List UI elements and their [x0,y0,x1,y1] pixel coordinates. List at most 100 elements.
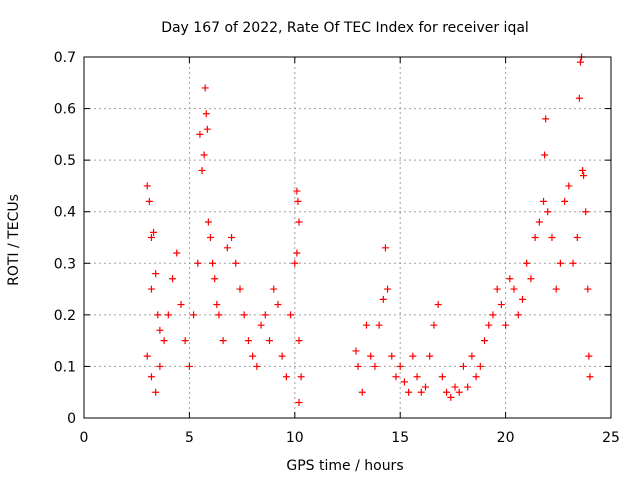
data-point-plus [295,399,303,407]
data-point-plus [232,259,240,267]
data-point-plus [261,311,269,319]
data-point-plus [576,58,584,66]
data-point-plus [388,352,396,360]
data-point-plus [497,301,505,309]
plot-frame [83,56,612,419]
x-tick-label: 0 [80,430,89,446]
data-point-plus [352,347,360,355]
data-point-plus [147,373,155,381]
x-axis-label: GPS time / hours [286,458,403,474]
data-point-plus [455,388,463,396]
x-tick-label: 5 [185,430,194,446]
data-point-plus [443,388,451,396]
data-point-plus [579,166,587,174]
x-tick-label: 25 [602,430,620,446]
data-point-plus [518,295,526,303]
data-point-plus [544,208,552,216]
data-point-plus [541,151,549,159]
data-point-plus [177,301,185,309]
data-point-plus [417,388,425,396]
data-point-plus [481,337,489,345]
data-point-plus [540,197,548,205]
data-point-plus [434,301,442,309]
data-point-plus [527,275,535,283]
data-point-plus [476,362,484,370]
data-point-plus [384,285,392,293]
data-point-plus [204,218,212,226]
data-point-plus [400,378,408,386]
data-point-plus [362,321,370,329]
data-point-plus [164,311,172,319]
data-point-plus [156,326,164,334]
data-point-plus [371,362,379,370]
data-point-plus [295,337,303,345]
data-point-plus [430,321,438,329]
data-point-plus [464,383,472,391]
data-point-plus [194,259,202,267]
y-tick-label: 0.6 [54,102,76,118]
data-point-plus [190,311,198,319]
data-point-plus [531,234,539,241]
data-point-plus [152,388,160,396]
data-point-plus [211,275,219,283]
data-point-plus [451,383,459,391]
data-point-plus [548,234,556,241]
data-point-plus [392,373,400,381]
data-point-plus [535,218,543,226]
data-point-plus [438,373,446,381]
data-point-plus [485,321,493,329]
y-tick-label: 0.2 [54,308,76,324]
data-point-plus [181,337,189,345]
data-point-plus [468,352,476,360]
data-point-plus [565,182,573,190]
data-point-plus [291,259,299,267]
data-point-plus [173,249,181,257]
data-point-plus [223,244,231,252]
data-point-plus [160,337,168,345]
data-point-plus [150,228,158,236]
data-point-plus [198,166,206,174]
data-point-plus [143,352,151,360]
data-point-plus [472,373,480,381]
data-point-plus [228,234,236,241]
data-point-plus [586,373,594,381]
data-point-plus [278,352,286,360]
axis-ticks [83,56,612,419]
data-point-plus [266,337,274,345]
data-point-plus [253,362,261,370]
data-point-plus [196,130,204,138]
data-point-plus [203,125,211,133]
data-point-plus [358,388,366,396]
data-point-plus [489,311,497,319]
x-tick-label: 15 [391,430,409,446]
data-point-plus [354,362,362,370]
data-point-plus [143,182,151,190]
data-point-plus [274,301,282,309]
data-point-plus [502,321,510,329]
data-point-plus [556,259,564,267]
data-point-plus [154,311,162,319]
y-tick-label: 0 [67,411,76,427]
data-point-plus [405,388,413,396]
data-point-plus [561,197,569,205]
x-tick-label: 20 [497,430,515,446]
data-point-plus [580,172,588,180]
data-point-plus [209,259,217,267]
data-point-plus [585,352,593,360]
data-point-plus [379,295,387,303]
data-point-plus [575,94,583,102]
data-point-plus [240,311,248,319]
y-axis-label: ROTI / TECUs [6,194,22,286]
data-point-plus [542,115,550,123]
data-point-plus [506,275,514,283]
data-point-plus [375,321,383,329]
x-tick-label: 10 [286,430,304,446]
data-point-plus [569,259,577,267]
data-point-plus [293,249,301,257]
data-point-plus [156,362,164,370]
data-point-plus [447,393,455,401]
data-point-plus [584,285,592,293]
data-point-plus [493,285,501,293]
y-tick-label: 0.3 [54,256,76,272]
data-point-plus [396,362,404,370]
